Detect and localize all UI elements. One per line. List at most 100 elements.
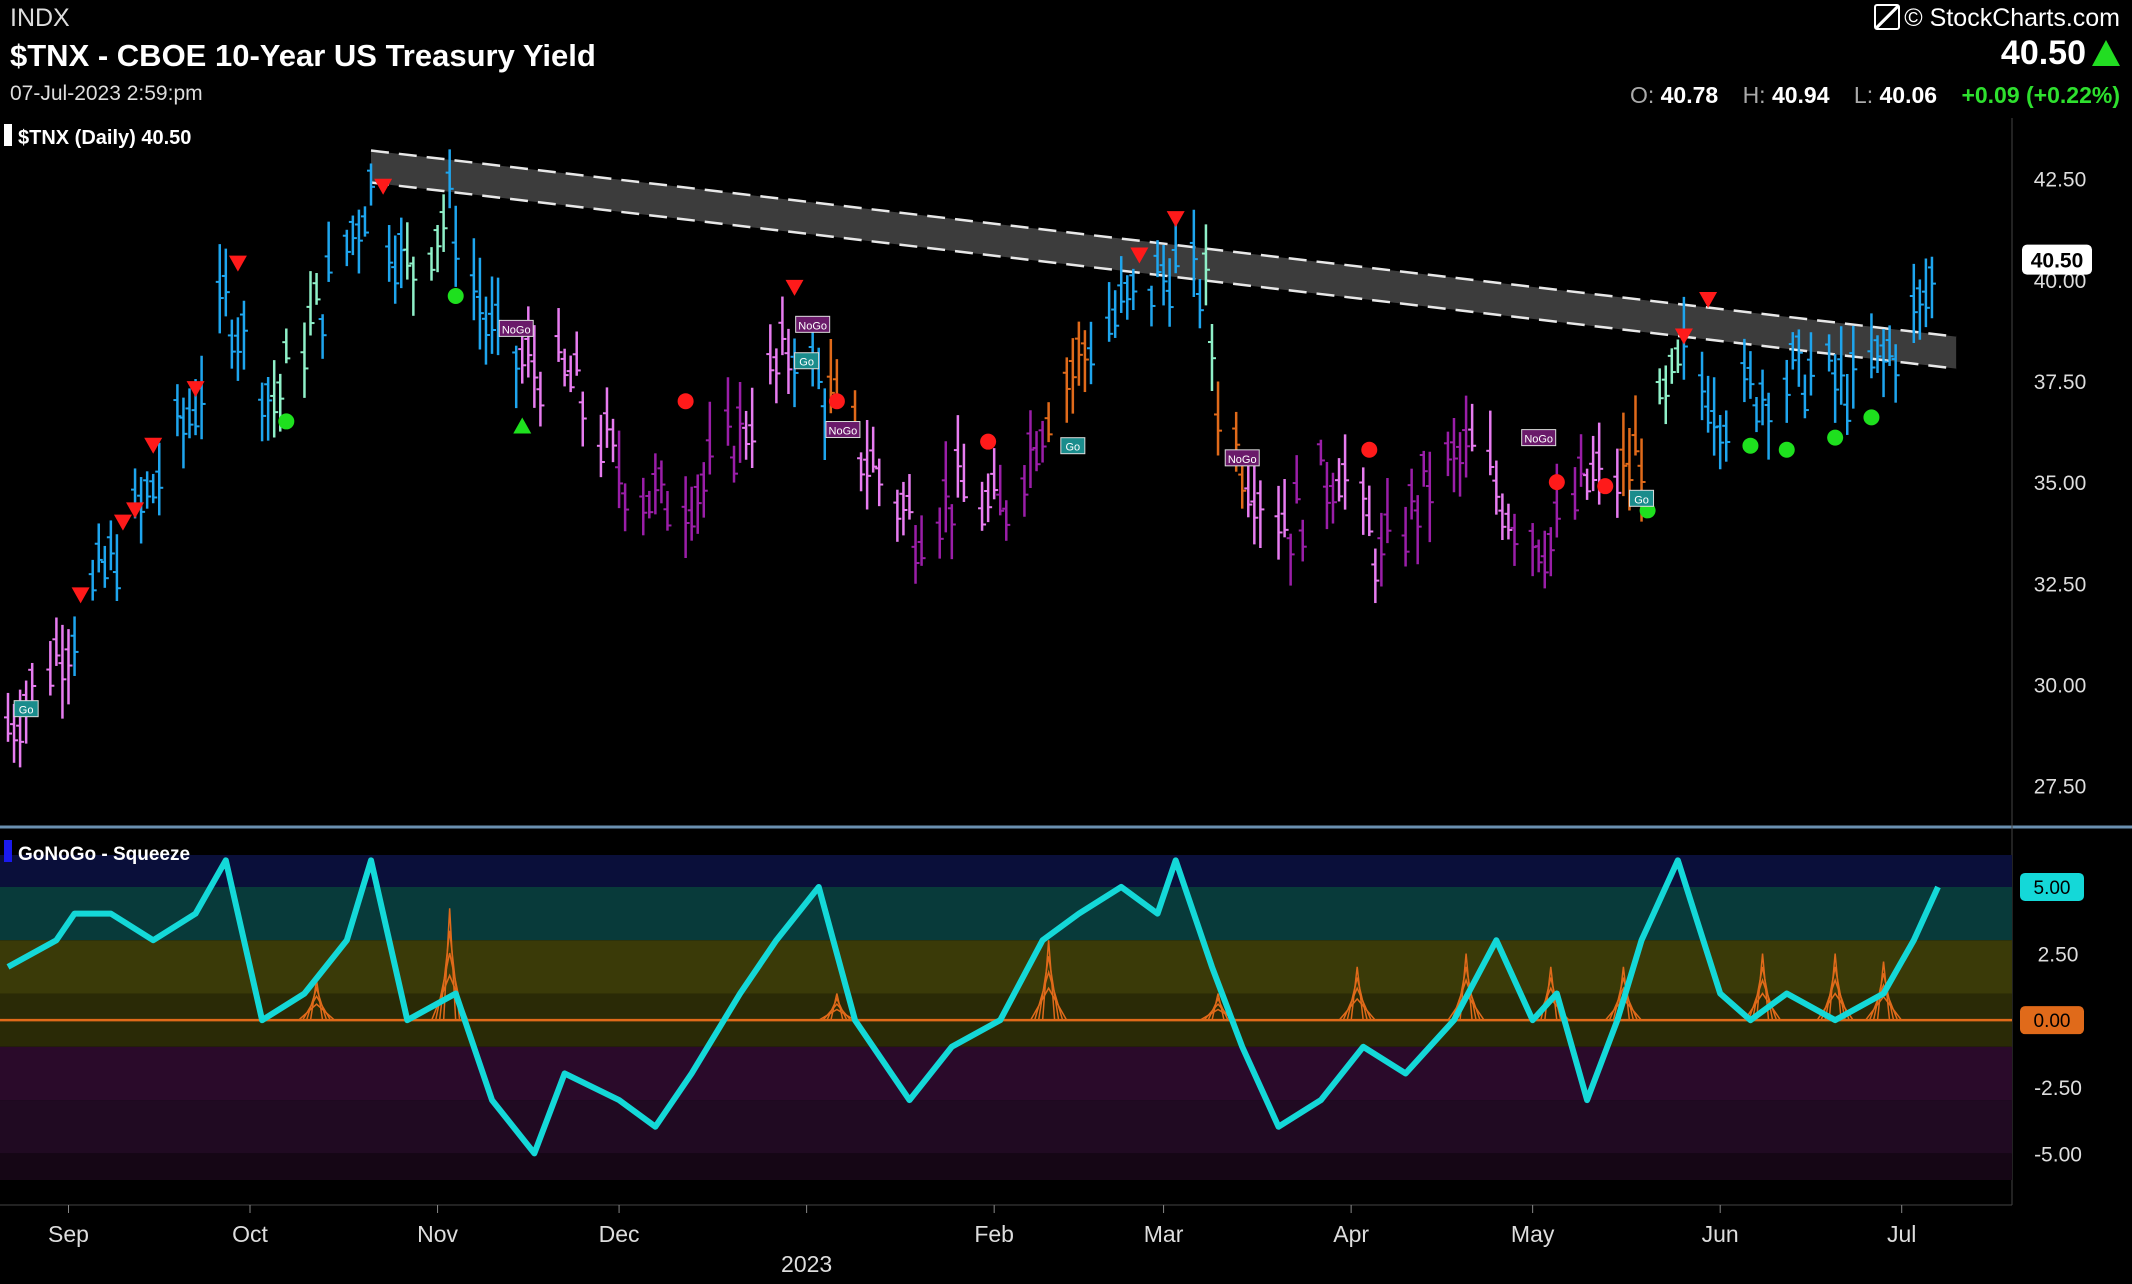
stockcharts-logo-icon [1874, 4, 1901, 30]
signal-dot [1548, 474, 1565, 491]
go-nogo-tag-label: NoGo [829, 426, 858, 438]
signal-dot [1361, 441, 1378, 458]
go-nogo-tag-label: NoGo [798, 320, 827, 332]
price-legend: $TNX (Daily) 40.50 [18, 127, 191, 149]
oscillator-band [0, 1046, 2012, 1101]
signal-dot [980, 433, 997, 450]
squeeze-spike [1755, 953, 1770, 1021]
oscillator-band [0, 855, 2012, 887]
osc-y-tick: -5.00 [2034, 1143, 2082, 1166]
exchange-label: INDX [10, 4, 70, 32]
signal-dot [1863, 409, 1880, 426]
low-value: 40.06 [1879, 82, 1938, 108]
signal-triangle-down [374, 178, 393, 195]
go-nogo-tag [13, 700, 39, 718]
high-value: 40.94 [1771, 82, 1830, 108]
osc-legend-swatch [4, 840, 12, 862]
price-y-tick: 27.50 [2034, 776, 2087, 799]
gonogo-oscillator-line [6, 857, 1941, 1157]
squeeze-spike [1338, 997, 1376, 1021]
price-panel [0, 118, 2012, 826]
signal-triangle-down [144, 437, 163, 454]
signal-triangle-down [113, 514, 132, 531]
osc-legend: GoNoGo - Squeeze [18, 844, 190, 865]
ohlc-readout: O: 40.78 H: 40.94 L: 40.06 +0.09 (+0.22%… [1630, 82, 2120, 109]
go-nogo-tag [1629, 489, 1655, 507]
x-tick-label: Jul [1887, 1221, 1916, 1247]
signal-dot [447, 288, 464, 305]
oscillator-band [0, 886, 2012, 941]
go-nogo-tag-label: NoGo [1524, 434, 1553, 446]
go-nogo-tag-label: NoGo [502, 324, 531, 336]
go-nogo-tag-label: Go [19, 705, 34, 717]
go-nogo-tag-label: Go [1634, 494, 1649, 506]
oscillator-band [0, 940, 2012, 994]
signal-triangle-down [1699, 292, 1718, 309]
osc-zero-box [2020, 1006, 2084, 1035]
x-tick-label: Oct [232, 1221, 268, 1247]
x-tick-label: Feb [974, 1221, 1014, 1247]
squeeze-spike [442, 908, 457, 1021]
go-nogo-tag [1521, 429, 1557, 447]
go-nogo-tag [794, 352, 820, 370]
squeeze-spike [1459, 953, 1473, 1021]
year-label: 2023 [781, 1251, 832, 1277]
signal-dot [1827, 429, 1844, 446]
go-nogo-tag [825, 421, 861, 439]
x-tick-label: Sep [48, 1221, 89, 1247]
x-tick-label: Jun [1702, 1221, 1739, 1247]
go-nogo-tag-label: NoGo [1228, 454, 1257, 466]
squeeze-spike [1828, 953, 1842, 1021]
signal-triangle-down [71, 587, 90, 604]
signal-triangle-down [785, 279, 804, 296]
squeeze-spike [1616, 966, 1631, 1021]
x-tick-label: May [1511, 1221, 1555, 1247]
legend-swatch [4, 124, 12, 146]
go-nogo-tag-label: Go [1065, 442, 1080, 454]
last-value-box [2022, 244, 2092, 275]
osc-last-box [2020, 872, 2084, 901]
up-arrow-icon [2092, 40, 2120, 66]
chart-header: INDX $TNX - CBOE 10-Year US Treasury Yie… [0, 0, 2132, 116]
squeeze-spike [1041, 940, 1056, 1021]
signal-dot [677, 393, 694, 410]
squeeze-spike [298, 1003, 336, 1021]
signal-dot [1742, 437, 1759, 454]
signal-dot [828, 393, 845, 410]
price-y-tick: 30.00 [2034, 674, 2087, 697]
osc-last-label: 5.00 [2034, 878, 2071, 899]
price-bars [4, 149, 1936, 768]
osc-y-tick: -2.50 [2034, 1077, 2082, 1100]
go-nogo-tag [1224, 449, 1260, 467]
osc-y-tick: 2.50 [2038, 944, 2079, 967]
signal-triangle-down [1674, 328, 1693, 345]
x-tick-label: Apr [1333, 1221, 1369, 1247]
go-nogo-tag [498, 319, 534, 337]
oscillator-band [0, 1100, 2012, 1154]
signal-triangle-down [1166, 211, 1185, 228]
low-label: L: [1853, 82, 1874, 108]
squeeze-spike [818, 1008, 856, 1021]
go-nogo-tag-label: Go [799, 357, 814, 369]
price-y-tick: 40.00 [2034, 270, 2087, 293]
signal-triangle-down [186, 381, 205, 398]
oscillator-band [0, 1153, 2012, 1180]
brand-text: © StockCharts.com [1904, 4, 2120, 32]
chart-datetime: 07-Jul-2023 2:59:pm [10, 82, 203, 105]
signal-triangle-up [513, 417, 532, 434]
price-y-tick: 35.00 [2034, 472, 2087, 495]
squeeze-spike [1743, 992, 1782, 1021]
signal-dot [278, 413, 295, 430]
trendline-upper-dash [370, 149, 1957, 338]
price-y-tick: 37.50 [2034, 371, 2087, 394]
squeeze-spike [1876, 961, 1891, 1021]
x-tick-label: Nov [417, 1221, 458, 1247]
price-y-tick: 32.50 [2034, 573, 2087, 596]
osc-zero-label: 0.00 [2034, 1011, 2071, 1032]
open-label: O: [1629, 82, 1655, 108]
price-y-tick: 42.50 [2034, 169, 2087, 192]
chart-title: $TNX - CBOE 10-Year US Treasury Yield [10, 38, 596, 73]
signal-dot [1778, 441, 1795, 458]
last-price: 40.50 [2000, 34, 2086, 72]
